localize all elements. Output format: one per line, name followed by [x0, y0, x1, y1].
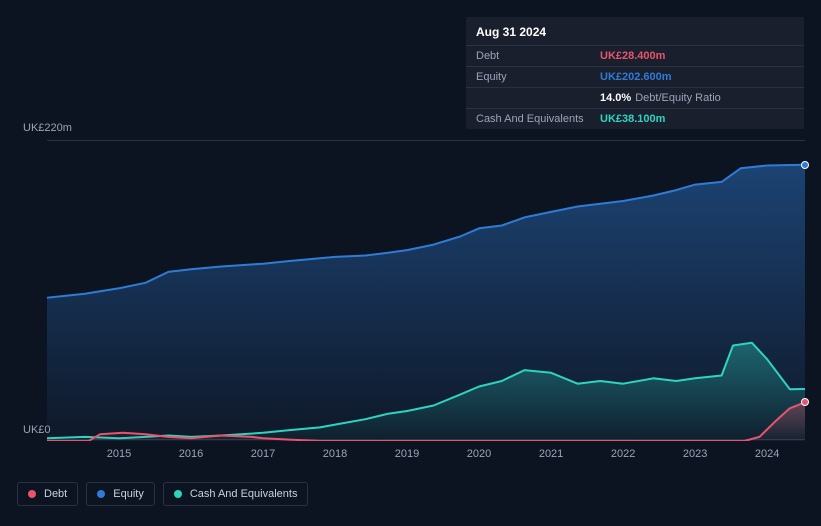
- x-axis-label: 2017: [251, 448, 275, 460]
- legend-item[interactable]: Equity: [86, 482, 155, 506]
- series-end-marker: [801, 161, 809, 169]
- x-axis-label: 2018: [323, 448, 347, 460]
- legend-item[interactable]: Cash And Equivalents: [163, 482, 309, 506]
- chart-tooltip: Aug 31 2024 DebtUK£28.400mEquityUK£202.6…: [466, 17, 804, 129]
- tooltip-row-label: [476, 92, 600, 104]
- tooltip-row: DebtUK£28.400m: [466, 45, 804, 66]
- chart-legend: Debt Equity Cash And Equivalents: [17, 482, 308, 506]
- tooltip-row: 14.0%Debt/Equity Ratio: [466, 87, 804, 108]
- series-end-marker: [801, 398, 809, 406]
- tooltip-row-label: Cash And Equivalents: [476, 113, 600, 125]
- x-axis-label: 2020: [467, 448, 491, 460]
- tooltip-date: Aug 31 2024: [466, 17, 804, 45]
- tooltip-row-value: UK£38.100m: [600, 113, 665, 125]
- tooltip-row: EquityUK£202.600m: [466, 66, 804, 87]
- tooltip-ratio: 14.0%Debt/Equity Ratio: [600, 92, 721, 104]
- x-axis-label: 2016: [179, 448, 203, 460]
- x-axis-label: 2019: [395, 448, 419, 460]
- tooltip-row-label: Debt: [476, 50, 600, 62]
- legend-dot-icon: [28, 490, 36, 498]
- tooltip-row-value: UK£28.400m: [600, 50, 665, 62]
- legend-label: Equity: [113, 488, 144, 500]
- x-axis-label: 2021: [539, 448, 563, 460]
- tooltip-row: Cash And EquivalentsUK£38.100m: [466, 108, 804, 129]
- y-axis-max: UK£220m: [23, 122, 72, 134]
- legend-label: Cash And Equivalents: [190, 488, 298, 500]
- tooltip-row-label: Equity: [476, 71, 600, 83]
- x-axis-label: 2015: [107, 448, 131, 460]
- legend-item[interactable]: Debt: [17, 482, 78, 506]
- x-axis-label: 2023: [683, 448, 707, 460]
- chart-plot-area[interactable]: [47, 140, 805, 440]
- tooltip-row-value: UK£202.600m: [600, 71, 672, 83]
- legend-label: Debt: [44, 488, 67, 500]
- legend-dot-icon: [97, 490, 105, 498]
- legend-dot-icon: [174, 490, 182, 498]
- x-axis: 2015 2016 2017 2018 2019 2020 2021 2022 2023 2024: [47, 448, 805, 468]
- x-axis-label: 2022: [611, 448, 635, 460]
- x-axis-label: 2024: [755, 448, 779, 460]
